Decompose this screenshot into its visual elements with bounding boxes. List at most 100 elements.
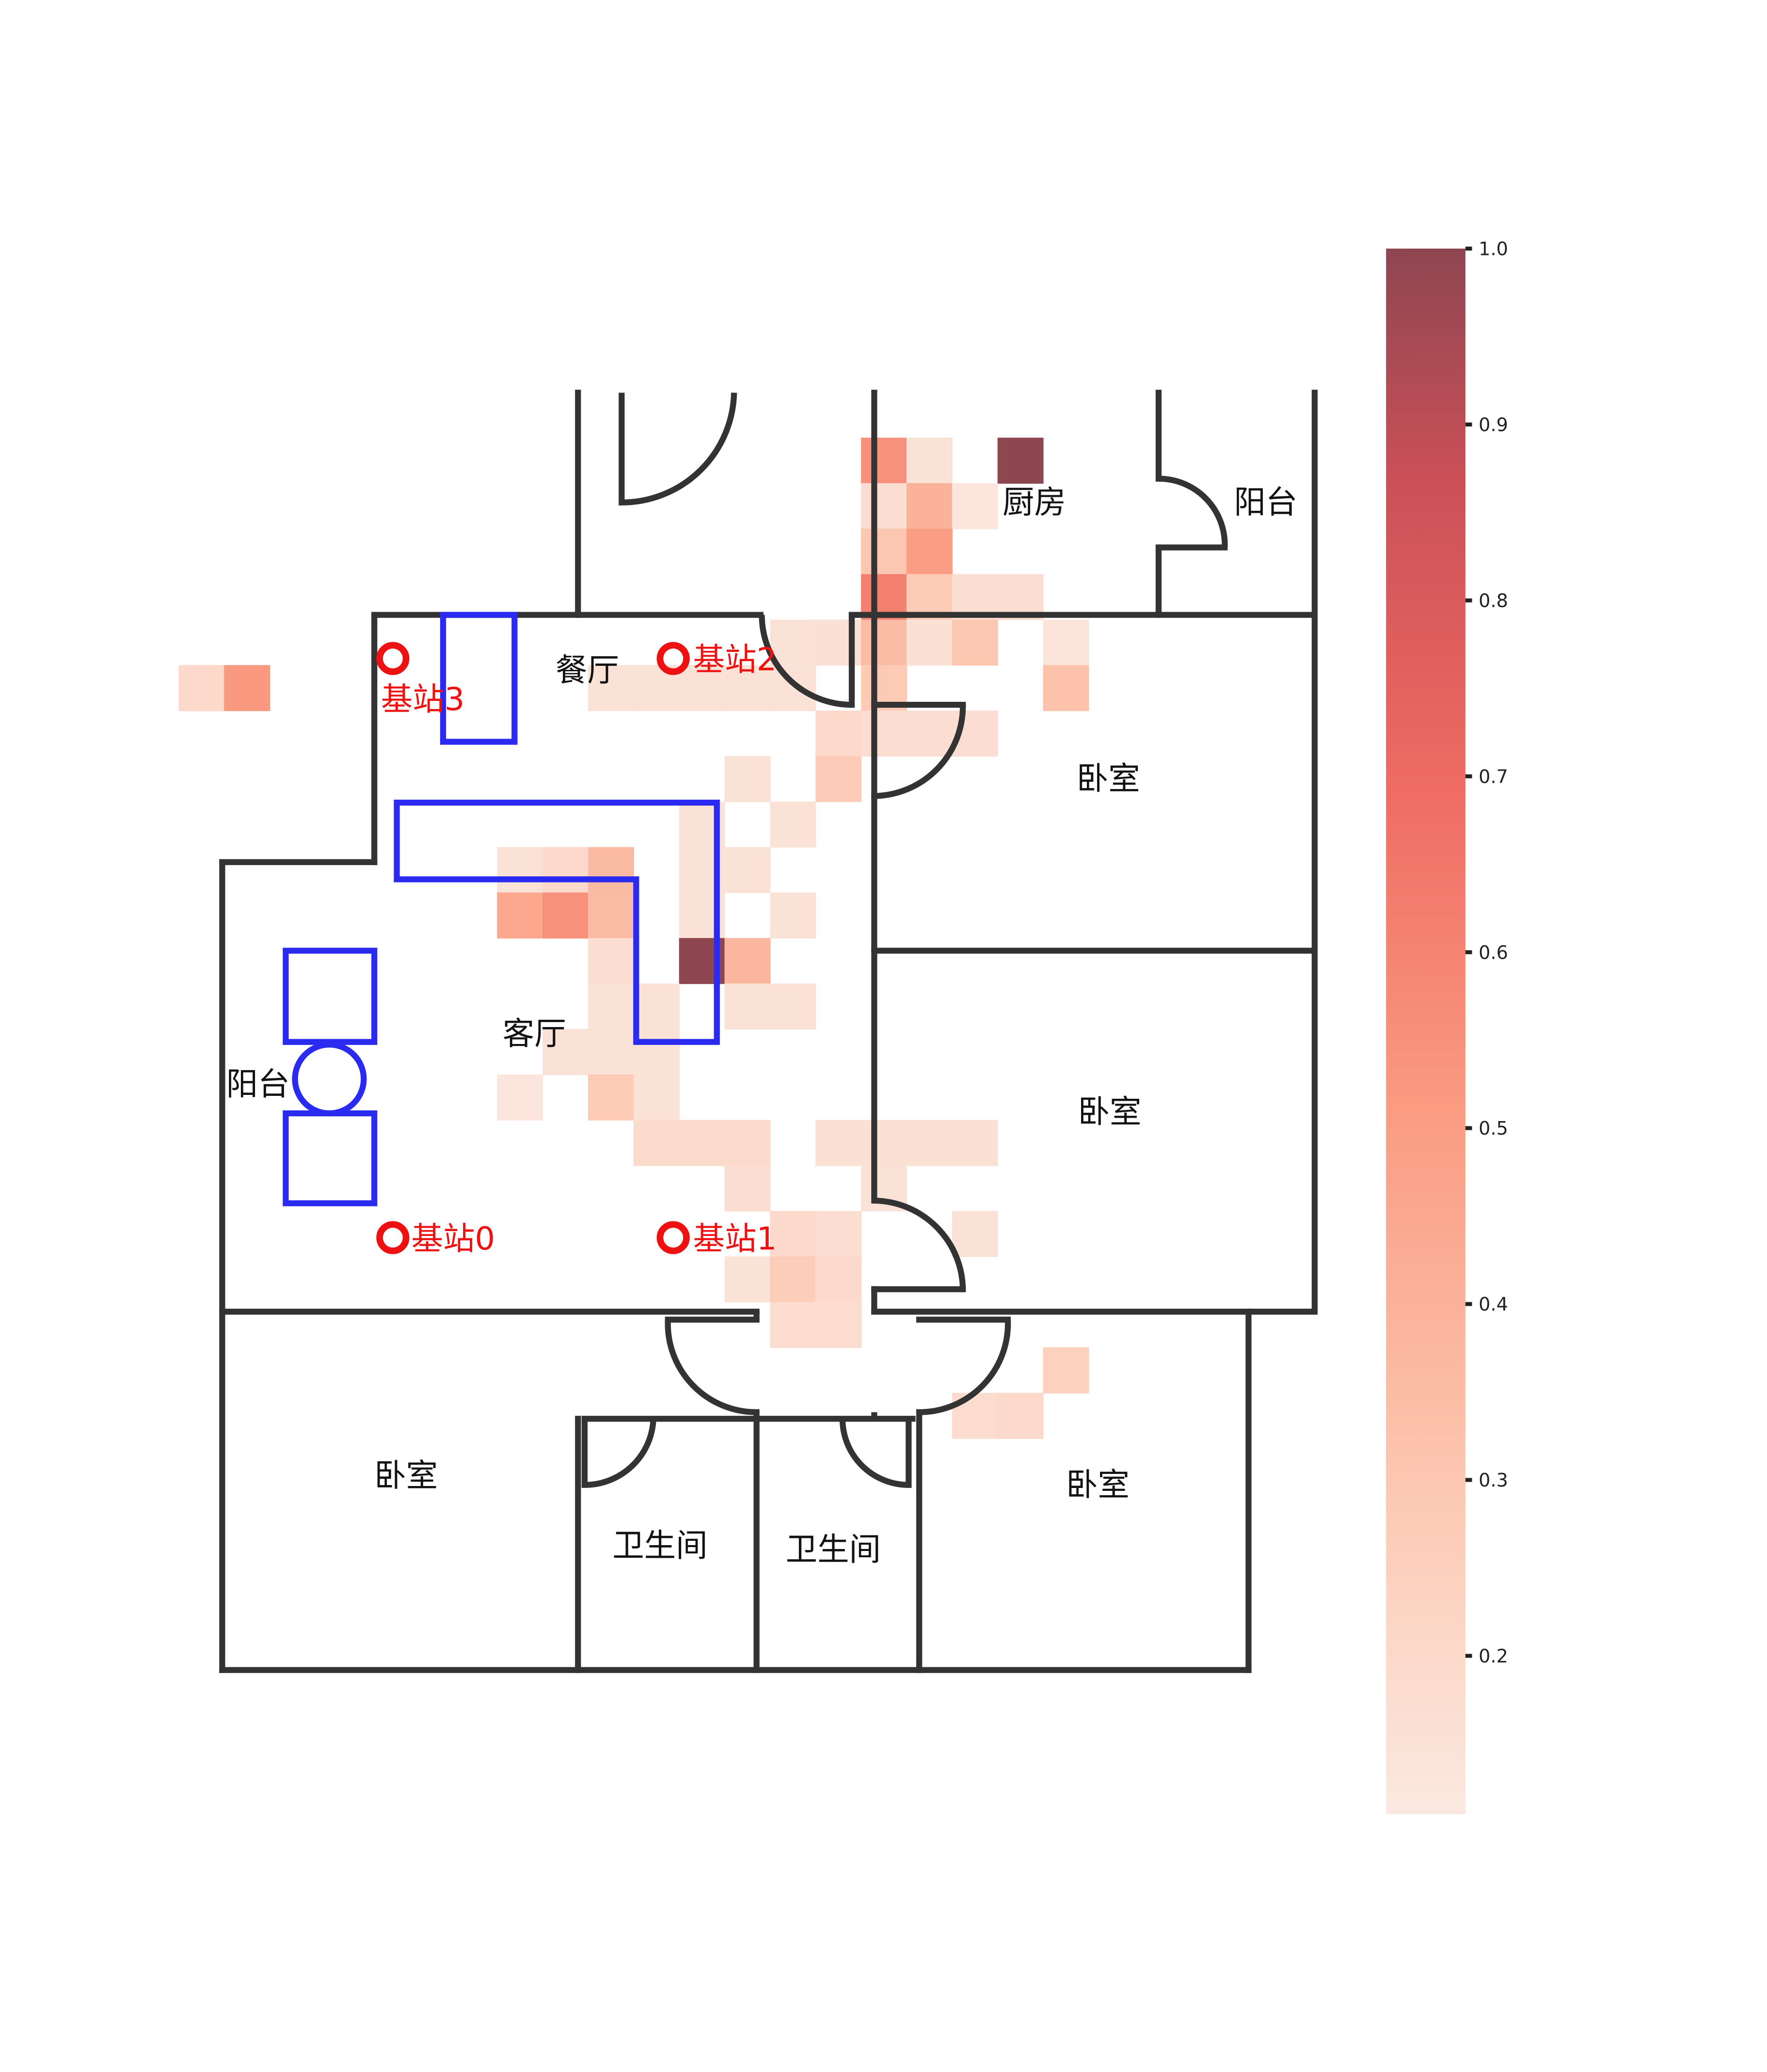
heatmap-cell (588, 1074, 634, 1121)
heatmap-cell (906, 619, 953, 666)
chair-outline-bottom (283, 1110, 378, 1206)
colorbar-tick-label: 0.5 (1479, 1118, 1508, 1139)
room-label-bedroom-3: 卧室 (374, 1457, 438, 1494)
room-label-balcony-top: 阳台 (1234, 484, 1297, 521)
heatmap-cell (178, 665, 225, 712)
door-arcs (581, 393, 1228, 1488)
heatmap-cell (861, 528, 907, 575)
heatmap-cell (633, 1029, 680, 1075)
heatmap-cell (861, 438, 907, 484)
heatmap-cell (724, 938, 771, 984)
heatmap-cell (633, 983, 680, 1030)
heatmap-cell (542, 1029, 589, 1075)
colorbar-ticks: 0.2 0.3 0.4 0.5 0.6 0.7 0.8 0.9 1.0 (1465, 239, 1508, 1667)
colorbar-tick-label: 1.0 (1479, 239, 1508, 260)
heatmap-cell (770, 801, 816, 848)
colorbar-tick-label: 0.7 (1479, 766, 1508, 788)
heatmap-cell (815, 1120, 862, 1166)
heatmap-cell (906, 438, 953, 484)
colorbar-gradient (1386, 248, 1465, 1815)
colorbar: 0.2 0.3 0.4 0.5 0.6 0.7 0.8 0.9 1.0 (1386, 239, 1508, 1815)
chair-outline-top (283, 948, 378, 1045)
room-label-bedroom-1: 卧室 (1077, 760, 1140, 797)
heatmap-cell (815, 1211, 862, 1257)
heatmap-layer (178, 438, 1089, 1439)
heatmap-cell (588, 983, 634, 1030)
heatmap-cell (770, 1211, 816, 1257)
heatmap-cell (224, 665, 271, 712)
heatmap-cell (1043, 619, 1089, 666)
heatmap-cell (906, 528, 953, 575)
heatmap-cell (497, 1074, 543, 1121)
heatmap-cell (770, 619, 816, 666)
heatmap-cell (770, 892, 816, 939)
room-label-bath-2: 卫生间 (786, 1531, 881, 1568)
heatmap-cell (679, 1120, 725, 1166)
heatmap-cell (861, 1120, 907, 1166)
room-label-dining: 餐厅 (556, 652, 619, 689)
heatmap-cell (724, 1120, 771, 1166)
round-table-outline (292, 1042, 367, 1117)
heatmap-cell (997, 438, 1044, 484)
heatmap-cell (724, 756, 771, 802)
heatmap-cell (861, 619, 907, 666)
colorbar-tick-label: 0.8 (1479, 590, 1508, 612)
station-marker-2 (656, 642, 690, 675)
heatmap-cell (724, 665, 771, 712)
heatmap-cell (588, 1029, 634, 1075)
room-labels: 厨房 阳台 餐厅 卧室 卧室 客厅 阳台 卧室 卫生间 卫生间 卧室 (226, 484, 1298, 1568)
heatmap-cell (952, 619, 998, 666)
room-label-bath-1: 卫生间 (612, 1527, 707, 1564)
heatmap-cell (861, 711, 907, 757)
heatmap-cell (815, 1302, 862, 1348)
station-label-3: 基站3 (381, 681, 465, 718)
heatmap-cell (588, 847, 634, 893)
heatmap-cell (952, 483, 998, 529)
walls (219, 390, 1318, 1673)
heatmap-cell (633, 1120, 680, 1166)
colorbar-tick-label: 0.4 (1479, 1294, 1508, 1315)
heatmap-cell (815, 756, 862, 802)
heatmap-cell (952, 1211, 998, 1257)
colorbar-tick-label: 0.9 (1479, 414, 1508, 436)
heatmap-cell (906, 483, 953, 529)
heatmap-cell (633, 1074, 680, 1121)
heatmap-cell (770, 983, 816, 1030)
room-label-kitchen: 厨房 (1003, 484, 1066, 521)
heatmap-cell (497, 892, 543, 939)
heatmap-cell (724, 1165, 771, 1212)
heatmap-cell (542, 847, 589, 893)
heatmap-cell (588, 938, 634, 984)
sofa-outline (394, 799, 720, 1045)
heatmap-cell (588, 892, 634, 939)
station-label-1: 基站1 (693, 1220, 777, 1257)
room-label-balcony-left: 阳台 (226, 1066, 290, 1103)
heatmap-cell (1043, 665, 1089, 712)
heatmap-cell (770, 1256, 816, 1303)
station-marker-1 (656, 1221, 690, 1254)
heatmap-cell (770, 665, 816, 712)
base-stations: 基站0 基站1 基站2 基站3 (376, 641, 777, 1257)
dining-table-outline (440, 612, 518, 745)
room-label-living: 客厅 (503, 1015, 566, 1052)
heatmap-cell (497, 847, 543, 893)
colorbar-tick-label: 0.6 (1479, 942, 1508, 964)
heatmap-cell (861, 483, 907, 529)
heatmap-cell (906, 1120, 953, 1166)
heatmap-cell (724, 1256, 771, 1303)
room-label-bedroom-4: 卧室 (1066, 1467, 1130, 1503)
heatmap-cell (997, 1392, 1044, 1439)
heatmap-cell (724, 847, 771, 893)
heatmap-cell (724, 983, 771, 1030)
room-label-bedroom-2: 卧室 (1078, 1093, 1142, 1130)
colorbar-tick-label: 0.2 (1479, 1646, 1508, 1667)
heatmap-cell (815, 1256, 862, 1303)
heatmap-cell (952, 1120, 998, 1166)
station-marker-3 (376, 642, 410, 675)
heatmap-cell (679, 665, 725, 712)
station-label-0: 基站0 (412, 1220, 495, 1257)
heatmap-cell (542, 892, 589, 939)
heatmap-cell (815, 711, 862, 757)
heatmap-cell (1043, 1347, 1089, 1393)
